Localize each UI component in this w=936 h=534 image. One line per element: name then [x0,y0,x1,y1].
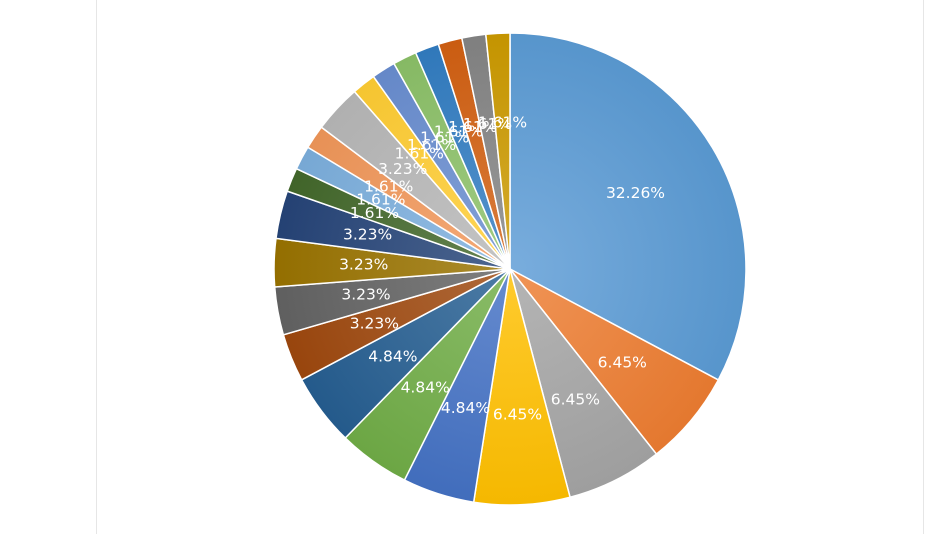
pie-slice-1 [509,32,747,381]
data-label-22: 1.61% [478,113,527,131]
data-label-3: 6.45% [551,390,600,408]
data-label-9: 3.23% [341,286,390,304]
data-label-2: 6.45% [598,353,647,371]
data-label-18: 1.61% [420,129,469,147]
data-label-21: 1.61% [463,115,512,133]
data-label-1: 32.26% [606,184,665,202]
data-label-20: 1.61% [448,118,497,136]
data-label-19: 1.61% [434,123,483,141]
pie-slice-22 [484,32,511,270]
data-label-17: 1.61% [407,136,456,154]
data-label-13: 1.61% [356,191,405,209]
data-label-16: 1.61% [395,145,444,163]
data-label-5: 4.84% [441,399,490,417]
data-label-7: 4.84% [368,347,417,365]
data-label-4: 6.45% [493,406,542,424]
data-label-11: 3.23% [343,226,392,244]
data-label-10: 3.23% [339,256,388,274]
data-label-15: 3.23% [378,160,427,178]
data-label-14: 1.61% [364,178,413,196]
data-label-12: 1.61% [350,204,399,222]
pie-labels: 32.26%6.45%6.45%6.45%4.84%4.84%4.84%3.23… [339,113,665,423]
data-label-6: 4.84% [401,379,450,397]
pie-slices [273,32,747,506]
data-label-8: 3.23% [350,315,399,333]
